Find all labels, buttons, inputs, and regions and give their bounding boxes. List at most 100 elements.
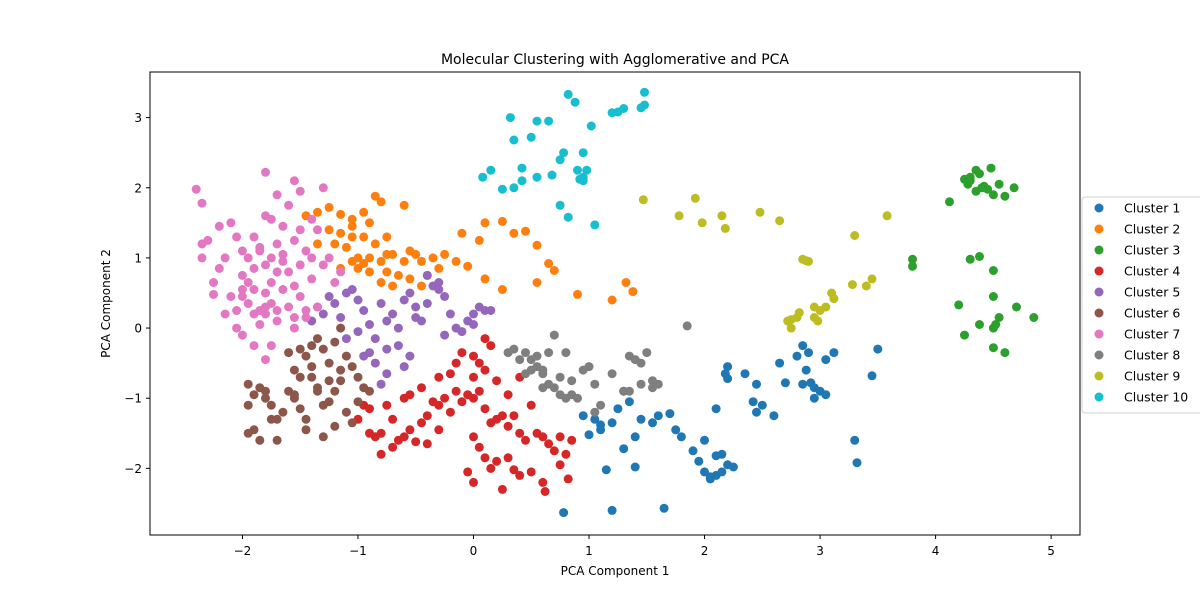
cluster-8-point [683, 321, 692, 330]
cluster-6-point [348, 418, 357, 427]
cluster-8-point [561, 394, 570, 403]
cluster-3-point [966, 255, 975, 264]
cluster-5-point [359, 352, 368, 361]
cluster-2-point [382, 232, 391, 241]
cluster-4-point [434, 425, 443, 434]
cluster-7-point [290, 282, 299, 291]
cluster-2-point [325, 203, 334, 212]
cluster-5-point [411, 303, 420, 312]
cluster-3-point [1029, 313, 1038, 322]
cluster-10-point [498, 185, 507, 194]
y-tick-label: 3 [134, 111, 142, 125]
cluster-10-point [579, 176, 588, 185]
cluster-6-point [319, 345, 328, 354]
cluster-2-point [498, 285, 507, 294]
cluster-4-point [400, 394, 409, 403]
cluster-5-point [359, 306, 368, 315]
cluster-9-point [717, 211, 726, 220]
cluster-3-point [972, 187, 981, 196]
cluster-3-point [989, 190, 998, 199]
cluster-9-point [829, 294, 838, 303]
cluster-6-point [342, 352, 351, 361]
cluster-3-point [995, 180, 1004, 189]
cluster-8-point [550, 331, 559, 340]
cluster-6-point [325, 397, 334, 406]
cluster-10-point [564, 213, 573, 222]
cluster-10-point [619, 104, 628, 113]
cluster-4-point [400, 432, 409, 441]
cluster-10-point [571, 98, 580, 107]
cluster-5-point [411, 313, 420, 322]
cluster-5-point [423, 299, 432, 308]
cluster-2-point [405, 274, 414, 283]
cluster-4-point [486, 341, 495, 350]
legend-label: Cluster 10 [1124, 390, 1188, 405]
cluster-2-point [400, 257, 409, 266]
cluster-8-point [515, 355, 524, 364]
cluster-7-point [198, 199, 207, 208]
cluster-6-point [302, 415, 311, 424]
cluster-8-point [590, 408, 599, 417]
cluster-4-point [388, 415, 397, 424]
cluster-6-point [330, 387, 339, 396]
legend-marker [1095, 246, 1104, 255]
cluster-8-point [590, 380, 599, 389]
cluster-6-point [273, 436, 282, 445]
cluster-1-point [793, 352, 802, 361]
cluster-3-point [989, 292, 998, 301]
cluster-6-point [354, 373, 363, 382]
cluster-10-point [590, 220, 599, 229]
cluster-1-point [694, 457, 703, 466]
cluster-2-point [342, 243, 351, 252]
cluster-8-point [550, 383, 559, 392]
cluster-8-point [509, 345, 518, 354]
cluster-6-point [244, 429, 253, 438]
cluster-4-point [469, 352, 478, 361]
cluster-6-point [330, 422, 339, 431]
cluster-4-point [469, 432, 478, 441]
cluster-8-point [556, 373, 565, 382]
cluster-6-point [354, 397, 363, 406]
cluster-3-point [975, 320, 984, 329]
cluster-10-point [564, 90, 573, 99]
cluster-2-point [417, 257, 426, 266]
cluster-2-point [371, 239, 380, 248]
cluster-8-point [608, 369, 617, 378]
cluster-4-point [556, 460, 565, 469]
cluster-10-point [556, 201, 565, 210]
cluster-3-point [989, 266, 998, 275]
cluster-5-point [469, 320, 478, 329]
cluster-7-point [250, 232, 259, 241]
cluster-1-point [723, 374, 732, 383]
cluster-10-point [486, 166, 495, 175]
legend-marker [1095, 330, 1104, 339]
cluster-4-point [515, 429, 524, 438]
cluster-7-point [215, 222, 224, 231]
legend-marker [1095, 309, 1104, 318]
cluster-5-point [400, 362, 409, 371]
cluster-7-point [273, 239, 282, 248]
ticks-layer: −2 −1 0 1 2 3 4 5−2−10123 [124, 111, 1055, 558]
y-axis-label: PCA Component 2 [99, 249, 113, 358]
cluster-9-point [775, 216, 784, 225]
cluster-1-point [625, 397, 634, 406]
cluster-10-point [587, 122, 596, 131]
cluster-1-point [677, 432, 686, 441]
cluster-2-point [325, 225, 334, 234]
cluster-7-point [198, 253, 207, 262]
cluster-2-point [550, 266, 559, 275]
cluster-2-point [382, 267, 391, 276]
cluster-3-point [989, 324, 998, 333]
x-tick-label: 3 [816, 544, 824, 558]
cluster-2-point [457, 229, 466, 238]
points-layer [192, 88, 1039, 517]
cluster-4-point [475, 387, 484, 396]
cluster-10-point [640, 101, 649, 110]
cluster-7-point [192, 185, 201, 194]
legend-label: Cluster 5 [1124, 285, 1180, 300]
cluster-5-point [371, 334, 380, 343]
cluster-1-point [559, 508, 568, 517]
x-tick-label: 2 [701, 544, 709, 558]
cluster-2-point [608, 296, 617, 305]
